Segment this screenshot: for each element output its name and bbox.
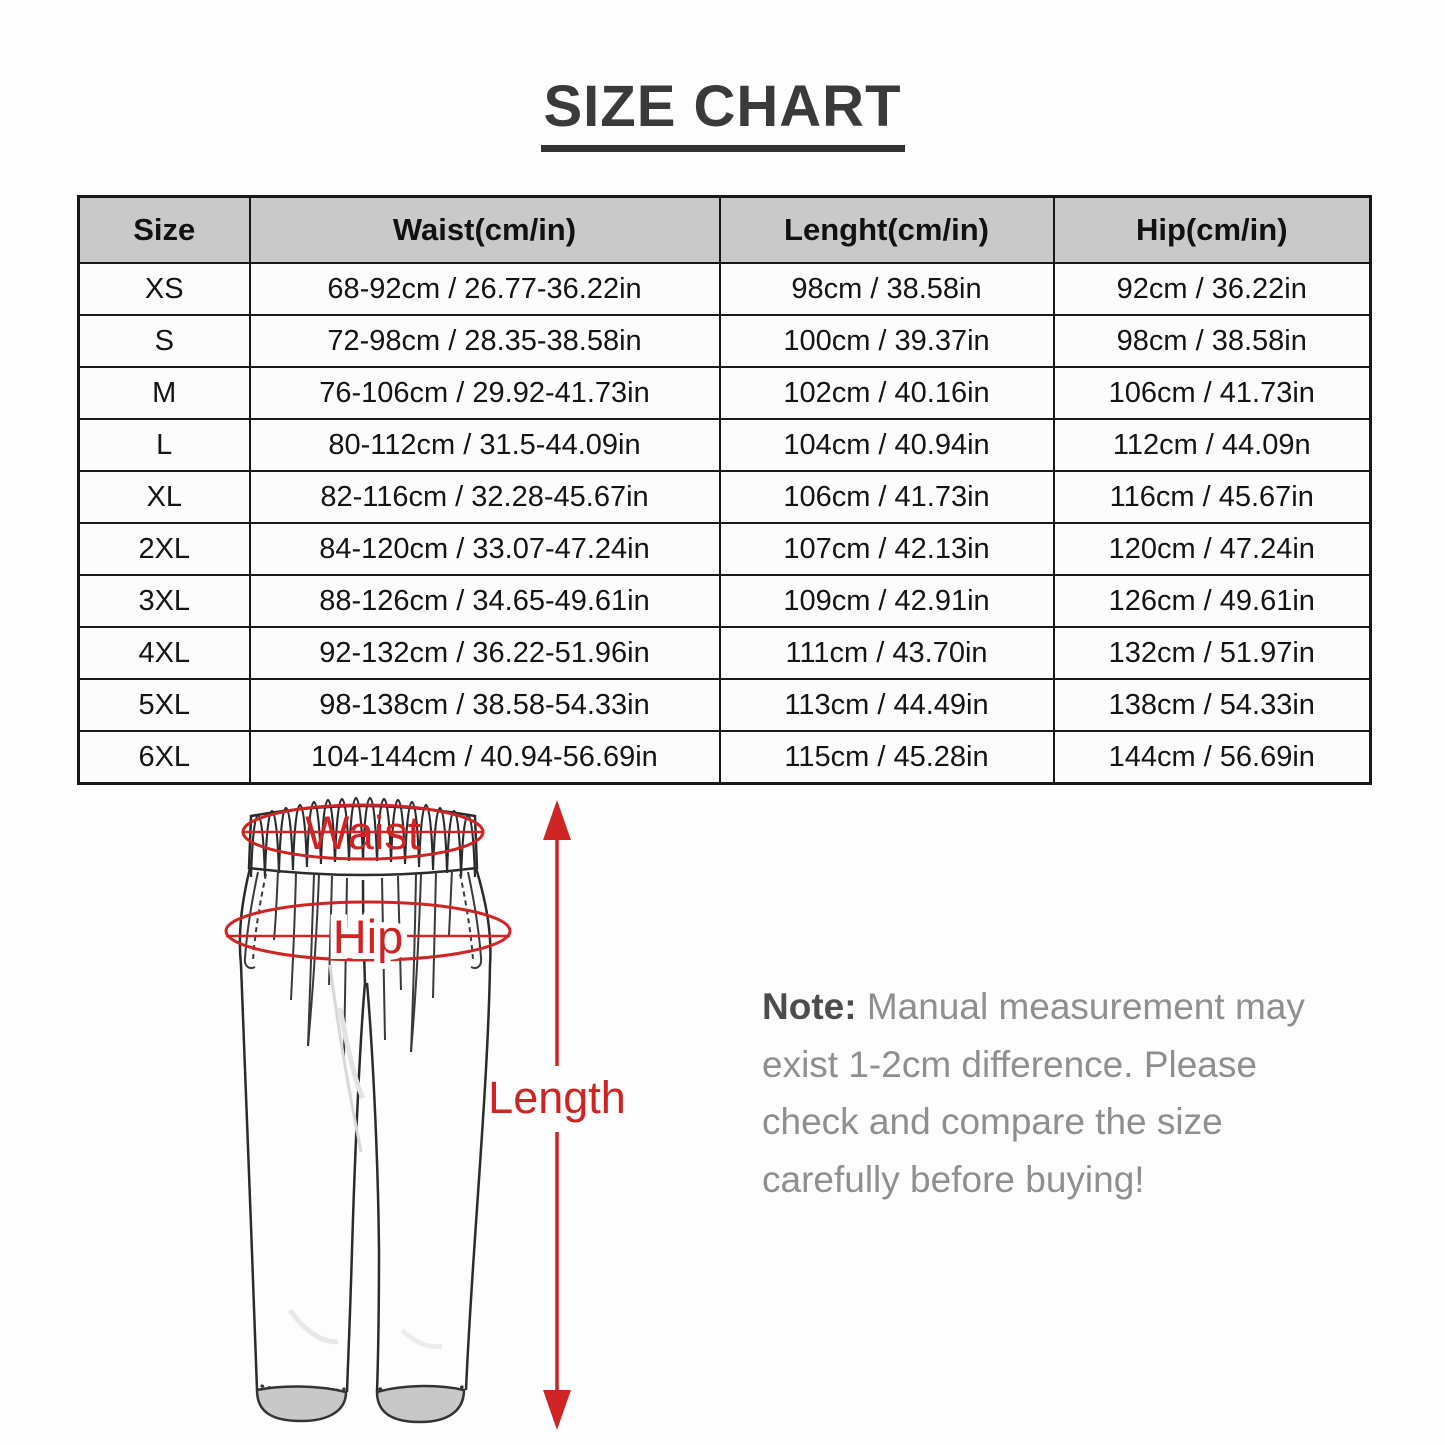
length-arrowhead-down [543, 1390, 571, 1430]
size-cell: M [77, 366, 251, 420]
table-row: 3XL 88-126cm / 34.65-49.61in 109cm / 42.91… [77, 574, 1372, 628]
value-cell: 115cm / 45.28in [718, 730, 1055, 785]
size-cell: XL [77, 470, 251, 524]
size-cell: XS [77, 262, 251, 316]
hip-label: Hip [333, 910, 404, 963]
value-cell: 82-116cm / 32.28-45.67in [248, 470, 721, 524]
pants-measurement-diagram: Waist Hip Length [224, 796, 626, 1430]
value-cell: 132cm / 51.97in [1052, 626, 1372, 680]
value-cell: 92cm / 36.22in [1052, 262, 1372, 316]
waist-label: Waist [305, 806, 421, 859]
col-header-size: Size [77, 195, 251, 264]
value-cell: 120cm / 47.24in [1052, 522, 1372, 576]
hem-bottoms [255, 1384, 466, 1424]
size-cell: 3XL [77, 574, 251, 628]
value-cell: 98cm / 38.58in [718, 262, 1055, 316]
value-cell: 76-106cm / 29.92-41.73in [248, 366, 721, 420]
measure-annotations: Waist Hip Length [224, 800, 626, 1430]
value-cell: 126cm / 49.61in [1052, 574, 1372, 628]
table-row: 2XL 84-120cm / 33.07-47.24in 107cm / 42.13… [77, 522, 1372, 576]
value-cell: 68-92cm / 26.77-36.22in [248, 262, 721, 316]
value-cell: 98-138cm / 38.58-54.33in [248, 678, 721, 732]
value-cell: 116cm / 45.67in [1052, 470, 1372, 524]
col-header-length: Lenght(cm/in) [718, 195, 1055, 264]
table-row: L 80-112cm / 31.5-44.09in 104cm / 40.94in 1… [77, 418, 1372, 472]
value-cell: 88-126cm / 34.65-49.61in [248, 574, 721, 628]
table-row: 4XL 92-132cm / 36.22-51.96in 111cm / 43.70… [77, 626, 1372, 680]
size-cell: 5XL [77, 678, 251, 732]
value-cell: 102cm / 40.16in [718, 366, 1055, 420]
size-cell: 4XL [77, 626, 251, 680]
value-cell: 98cm / 38.58in [1052, 314, 1372, 368]
value-cell: 113cm / 44.49in [718, 678, 1055, 732]
length-label: Length [488, 1072, 626, 1123]
size-table: Size Waist(cm/in) Lenght(cm/in) Hip(cm/i… [77, 195, 1372, 785]
size-cell: L [77, 418, 251, 472]
table-row: XS 68-92cm / 26.77-36.22in 98cm / 38.58in 9… [77, 262, 1372, 316]
shading-lines [287, 964, 443, 1349]
size-cell: 6XL [77, 730, 251, 785]
value-cell: 111cm / 43.70in [718, 626, 1055, 680]
title-wrap: SIZE CHART [0, 78, 1445, 152]
value-cell: 106cm / 41.73in [1052, 366, 1372, 420]
value-cell: 144cm / 56.69in [1052, 730, 1372, 785]
value-cell: 107cm / 42.13in [718, 522, 1055, 576]
size-table-head: Size Waist(cm/in) Lenght(cm/in) Hip(cm/i… [77, 195, 1372, 264]
col-header-waist: Waist(cm/in) [248, 195, 721, 264]
hip-ellipse [224, 900, 512, 962]
size-cell: S [77, 314, 251, 368]
table-row: S 72-98cm / 28.35-38.58in 100cm / 39.37in 9… [77, 314, 1372, 368]
header-row: Size Waist(cm/in) Lenght(cm/in) Hip(cm/i… [77, 195, 1372, 264]
page-title: SIZE CHART [540, 78, 905, 152]
value-cell: 104-144cm / 40.94-56.69in [248, 730, 721, 785]
length-arrowhead-up [543, 800, 571, 840]
size-cell: 2XL [77, 522, 251, 576]
value-cell: 138cm / 54.33in [1052, 678, 1372, 732]
value-cell: 112cm / 44.09n [1052, 418, 1372, 472]
table-row: 5XL 98-138cm / 38.58-54.33in 113cm / 44.49… [77, 678, 1372, 732]
value-cell: 109cm / 42.91in [718, 574, 1055, 628]
table-row: XL 82-116cm / 32.28-45.67in 106cm / 41.73i… [77, 470, 1372, 524]
value-cell: 100cm / 39.37in [718, 314, 1055, 368]
value-cell: 104cm / 40.94in [718, 418, 1055, 472]
value-cell: 92-132cm / 36.22-51.96in [248, 626, 721, 680]
value-cell: 106cm / 41.73in [718, 470, 1055, 524]
note-text: Manual measurement may exist 1-2cm diffe… [762, 986, 1305, 1201]
note-label: Note: [762, 986, 857, 1027]
value-cell: 84-120cm / 33.07-47.24in [248, 522, 721, 576]
pocket-lines [243, 871, 483, 969]
note-block: Note: Manual measurement may exist 1-2cm… [762, 978, 1342, 1209]
table-row: 6XL 104-144cm / 40.94-56.69in 115cm / 45.2… [77, 730, 1372, 785]
col-header-hip: Hip(cm/in) [1052, 195, 1372, 264]
value-cell: 72-98cm / 28.35-38.58in [248, 314, 721, 368]
value-cell: 80-112cm / 31.5-44.09in [248, 418, 721, 472]
table-row: M 76-106cm / 29.92-41.73in 102cm / 40.16in… [77, 366, 1372, 420]
size-table-body: XS 68-92cm / 26.77-36.22in 98cm / 38.58in 9… [77, 262, 1372, 785]
